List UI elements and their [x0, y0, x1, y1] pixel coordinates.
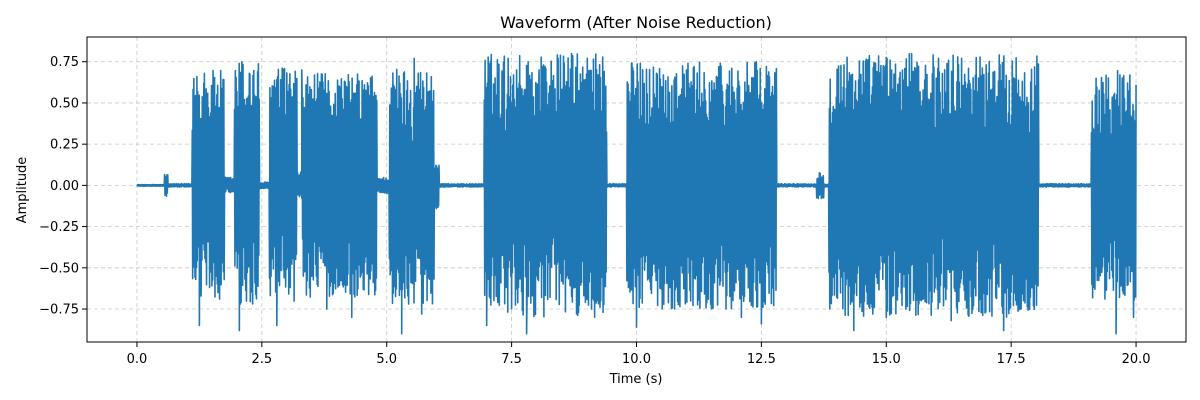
- x-tick-label: 20.0: [1122, 352, 1151, 367]
- y-tick-label: 0.50: [50, 96, 79, 111]
- x-tick-label: 0.0: [127, 352, 148, 367]
- x-tick-label: 5.0: [376, 352, 397, 367]
- y-axis-ticks: −0.75 −0.50 −0.25 0.00 0.25 0.50 0.75: [39, 55, 87, 318]
- x-tick-label: 15.0: [872, 352, 901, 367]
- y-tick-label: 0.00: [50, 179, 79, 194]
- x-tick-label: 17.5: [997, 352, 1026, 367]
- x-tick-label: 12.5: [747, 352, 776, 367]
- plot-data: [136, 52, 1137, 335]
- x-tick-label: 2.5: [251, 352, 272, 367]
- x-axis-ticks: 0.0 2.5 5.0 7.5 10.0 12.5 15.0 17.5 20.0: [127, 342, 1151, 367]
- chart-title: Waveform (After Noise Reduction): [500, 13, 772, 32]
- waveform-series-line: [136, 52, 1137, 335]
- y-tick-label: 0.25: [50, 138, 79, 153]
- x-tick-label: 10.0: [622, 352, 651, 367]
- x-tick-label: 7.5: [501, 352, 522, 367]
- y-tick-label: 0.75: [50, 55, 79, 70]
- y-tick-label: −0.50: [39, 261, 79, 276]
- y-axis-label: Amplitude: [15, 157, 30, 224]
- y-tick-label: −0.25: [39, 220, 79, 235]
- x-axis-label: Time (s): [609, 372, 663, 387]
- y-tick-label: −0.75: [39, 303, 79, 318]
